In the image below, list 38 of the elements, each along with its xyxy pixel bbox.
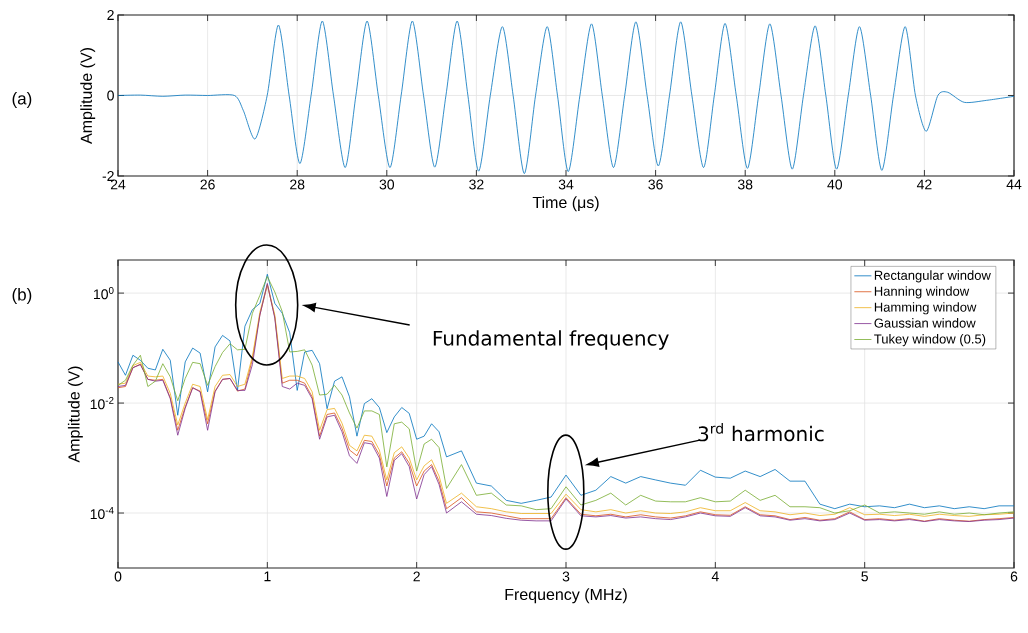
line-series xyxy=(117,20,1015,174)
text: (b) xyxy=(12,288,32,304)
y-tick-label: 0 xyxy=(107,90,114,101)
x-tick-label: 0 xyxy=(114,571,122,582)
x-axis-title: Time (μs) xyxy=(532,196,599,212)
x-tick-label: 36 xyxy=(648,179,663,190)
x-tick-label: 32 xyxy=(469,179,484,190)
x-tick-label: 2 xyxy=(413,571,420,582)
y-axis-title: Amplitude (V) xyxy=(67,366,83,463)
x-tick-label: 6 xyxy=(1010,571,1018,582)
annotation: Fundamental frequency xyxy=(433,330,669,350)
x-tick-label: 44 xyxy=(1006,179,1022,190)
x-tick-label: 4 xyxy=(711,571,719,582)
x-tick-label: 28 xyxy=(290,179,305,190)
x-tick-label: 38 xyxy=(737,179,753,190)
x-tick-label: 30 xyxy=(379,179,395,190)
y-tick-label: 10$^{-2}$ xyxy=(90,396,114,410)
x-axis-title: Frequency (MHz) xyxy=(505,588,627,604)
x-tick-label: 3 xyxy=(562,571,570,582)
y-tick-label: 10$^{-4}$ xyxy=(90,506,114,520)
x-tick-label: 26 xyxy=(200,179,215,190)
x-tick-label: 5 xyxy=(861,571,868,582)
legend-label: Hamming window xyxy=(874,302,977,315)
annotation: 3$^{rd}$ harmonic xyxy=(698,422,824,442)
legend-label: Rectangular window xyxy=(874,270,991,283)
x-tick-label: 40 xyxy=(827,179,843,190)
y-axis-title: Amplitude (V) xyxy=(80,48,96,144)
y-tick-label: -2 xyxy=(102,171,114,181)
x-tick-label: 1 xyxy=(264,571,271,582)
legend-label: Tukey window (0.5) xyxy=(874,334,986,347)
text: (a) xyxy=(12,92,32,108)
legend-label: Hanning window xyxy=(874,286,970,299)
y-tick-label: 10$^{0}$ xyxy=(94,287,114,300)
x-tick-label: 34 xyxy=(558,179,574,190)
y-tick-label: 2 xyxy=(107,10,114,20)
x-tick-label: 24 xyxy=(110,179,126,190)
x-tick-label: 42 xyxy=(916,179,932,190)
legend-label: Gaussian window xyxy=(874,318,976,328)
